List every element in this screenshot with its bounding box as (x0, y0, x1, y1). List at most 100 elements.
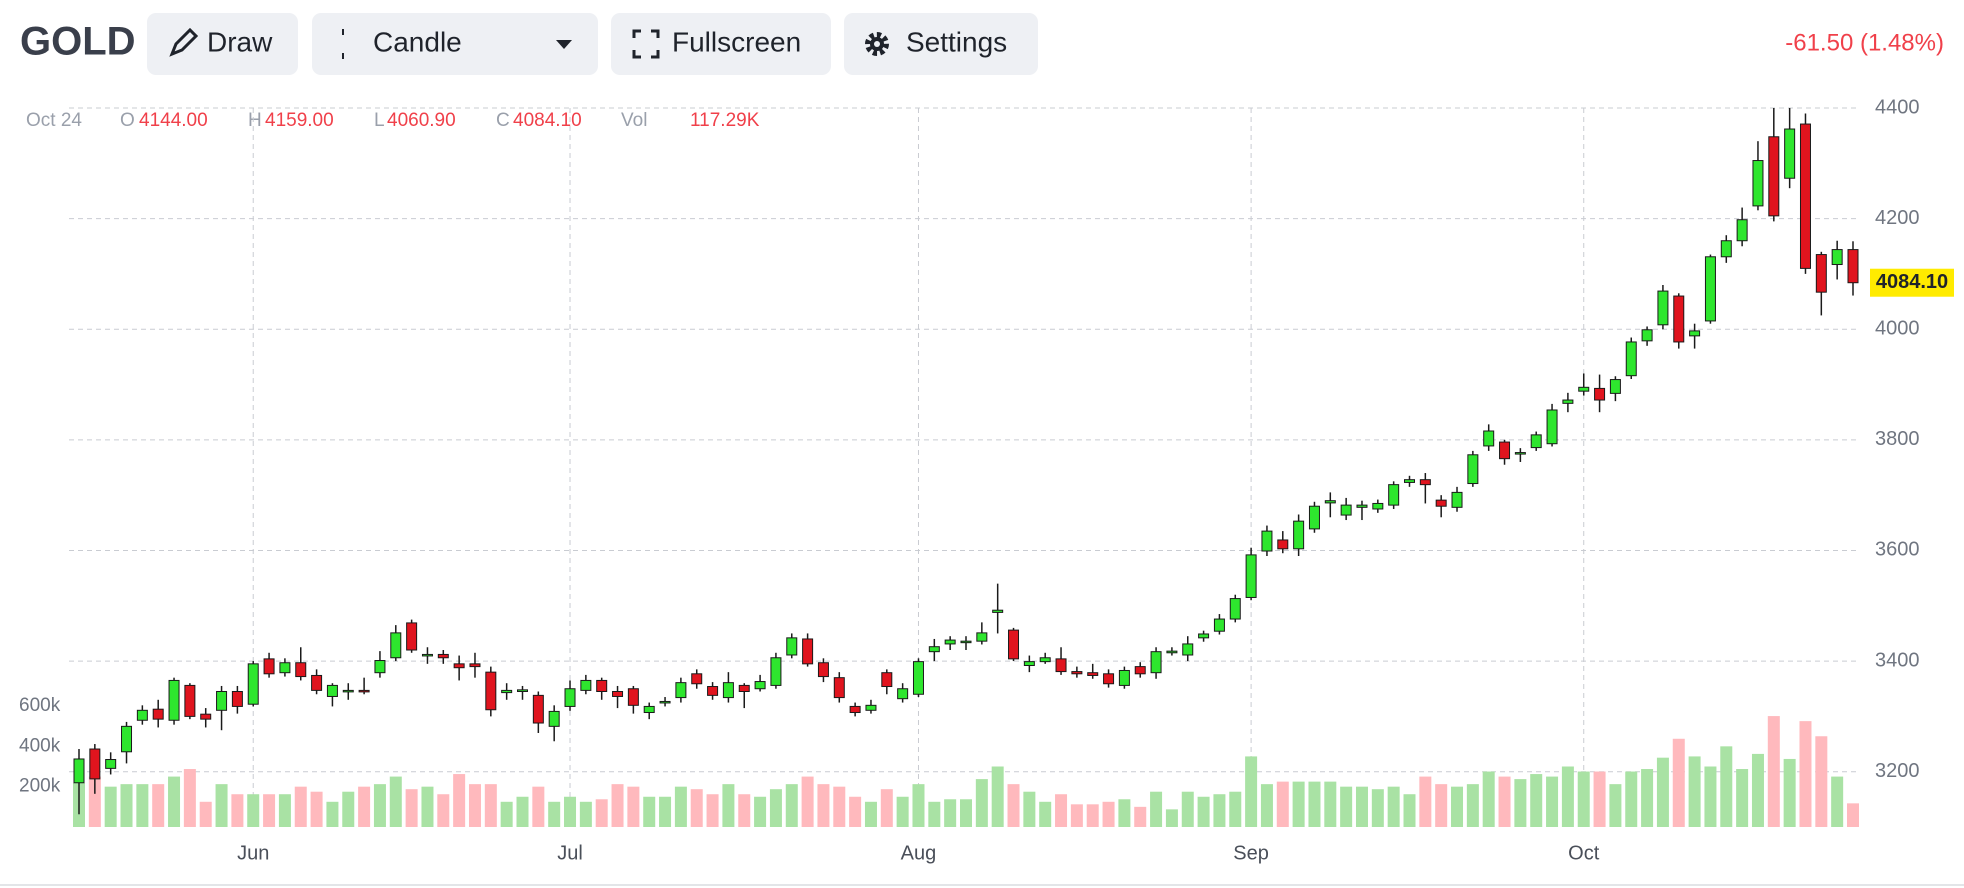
candle-body (691, 673, 703, 685)
candle-body (247, 663, 259, 705)
volume-bar (263, 794, 276, 827)
y-tick-label: 3600 (1875, 539, 1920, 561)
volume-bar (310, 791, 323, 827)
chart-type-button[interactable]: Candle (312, 13, 598, 75)
candle-body (897, 688, 909, 700)
volume-bar (532, 786, 545, 827)
volume-bar (1751, 753, 1764, 827)
candle-body (659, 700, 671, 704)
candle-body (865, 704, 877, 711)
legend-key: C (496, 110, 510, 131)
settings-button[interactable]: Settings (844, 13, 1038, 75)
candle-body (342, 689, 354, 693)
symbol: GOLD (20, 20, 136, 64)
candle-body (1689, 330, 1701, 337)
volume-bar (231, 794, 244, 827)
fullscreen-button[interactable]: Fullscreen (611, 13, 831, 75)
candle-body (643, 705, 655, 714)
volume-bar (1482, 771, 1495, 827)
volume-bar (1625, 771, 1638, 827)
candle-body (1150, 651, 1162, 674)
candle-body (437, 653, 449, 659)
volume-bar (579, 801, 592, 827)
volume-bar (1134, 806, 1147, 827)
volume-bar (120, 784, 133, 827)
volume-bar (1546, 776, 1559, 827)
candle-body (1435, 499, 1447, 507)
candle-body (1277, 539, 1289, 550)
volume-bar (1340, 786, 1353, 827)
volume-bar (659, 796, 672, 827)
candle-body (1229, 598, 1241, 620)
volume-bar (88, 776, 101, 827)
volume-bar (1039, 801, 1052, 827)
y-tick-label: 4400 (1875, 96, 1920, 118)
price-change: -61.50 (1.48%) (1785, 29, 1944, 56)
candle-body (612, 690, 624, 697)
volume-bar (1181, 791, 1194, 827)
candle-body (1245, 554, 1257, 598)
volume-bar (564, 796, 577, 827)
volume-bar (342, 791, 355, 827)
x-tick-label: Jun (237, 842, 269, 864)
volume-bar (1276, 781, 1289, 827)
candle-body (849, 705, 861, 714)
legend-key: H (248, 110, 262, 131)
candle-body (406, 622, 418, 651)
volume-bar (358, 786, 371, 827)
gear-icon (865, 32, 889, 56)
candle-body (675, 682, 687, 699)
candle-body (992, 609, 1004, 613)
candle-body (1261, 530, 1273, 552)
candle-body (928, 646, 940, 653)
candle-body (1372, 502, 1384, 510)
volume-bar (1102, 801, 1115, 827)
volume-bar (278, 794, 291, 827)
candle-body (1847, 249, 1859, 284)
candle-body (1720, 240, 1732, 258)
candle-body (358, 689, 370, 693)
volume-bar (1007, 784, 1020, 827)
candle-body (1008, 629, 1020, 660)
draw-button[interactable]: Draw (147, 13, 298, 75)
last-price-label: 4084.10 (1876, 271, 1948, 293)
candle-body (1546, 409, 1558, 445)
candle-body (833, 677, 845, 699)
volume-bar (754, 796, 767, 827)
candle-body (1103, 673, 1115, 685)
volume-bar (1023, 791, 1036, 827)
candle-body (1087, 672, 1099, 676)
volume-tick-label: 600k (19, 695, 61, 716)
volume-bar (1593, 771, 1606, 827)
legend-value: 4144.00 (139, 110, 208, 131)
volume-bar (326, 801, 339, 827)
volume-bar (1561, 766, 1574, 827)
candle-body (1356, 504, 1368, 508)
volume-bar (611, 784, 624, 827)
volume-bar (1451, 786, 1464, 827)
candle-body (1213, 618, 1225, 632)
volume-bar (1213, 794, 1226, 827)
candle-body (1657, 290, 1669, 326)
volume-bar (1070, 804, 1083, 827)
candle-body (912, 661, 924, 695)
volume-bar (1150, 791, 1163, 827)
candle-body (485, 671, 497, 711)
volume-bar (1736, 769, 1749, 827)
volume-bar (373, 784, 386, 827)
y-tick-label: 3400 (1875, 649, 1920, 671)
candle-body (89, 748, 101, 780)
volume-bar (1118, 799, 1131, 827)
legend-value: 117.29K (690, 110, 760, 131)
volume-bar (1514, 779, 1527, 827)
volume-bar (247, 794, 260, 827)
candle-body (754, 681, 766, 690)
candle-body (707, 686, 719, 696)
volume-bar (1672, 738, 1685, 827)
volume-bar (500, 801, 513, 827)
volume-bar (215, 784, 228, 827)
volume-bar (1609, 784, 1622, 827)
x-tick-label: Aug (901, 842, 937, 864)
candle-body (1198, 633, 1210, 639)
